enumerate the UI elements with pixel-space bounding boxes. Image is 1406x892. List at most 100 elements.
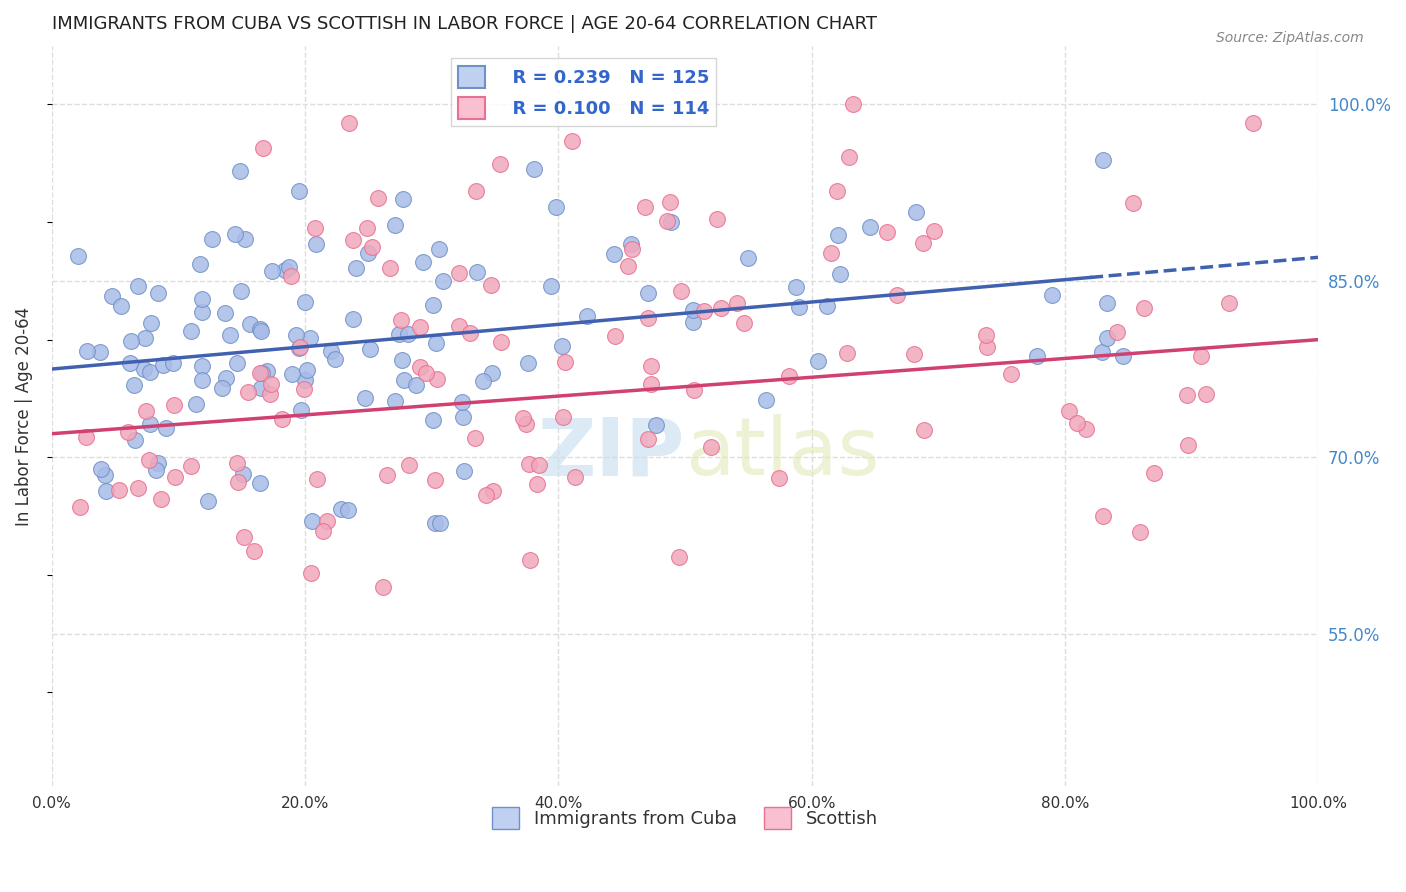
Point xyxy=(290,403,312,417)
Point xyxy=(1091,345,1114,359)
Point xyxy=(1194,387,1216,401)
Point xyxy=(214,306,236,320)
Point xyxy=(384,218,406,232)
Point xyxy=(640,376,662,391)
Point xyxy=(551,409,574,424)
Point xyxy=(94,484,117,499)
Point xyxy=(354,391,377,405)
Point xyxy=(304,236,326,251)
Point xyxy=(163,398,186,412)
Point xyxy=(450,395,472,409)
Point xyxy=(1074,422,1097,436)
Point xyxy=(659,215,682,229)
Point xyxy=(191,359,214,373)
Point xyxy=(755,392,778,407)
Point xyxy=(371,580,394,594)
Point xyxy=(259,386,281,401)
Point xyxy=(190,292,212,306)
Point xyxy=(1143,466,1166,480)
Point xyxy=(191,373,214,387)
Point xyxy=(118,356,141,370)
Point xyxy=(67,249,90,263)
Point xyxy=(425,335,447,350)
Point xyxy=(146,456,169,470)
Point xyxy=(323,351,346,366)
Point xyxy=(141,316,163,330)
Point xyxy=(540,278,562,293)
Point xyxy=(467,264,489,278)
Point xyxy=(75,430,97,444)
Point xyxy=(620,236,643,251)
Point xyxy=(1059,403,1081,417)
Point xyxy=(239,317,262,331)
Point xyxy=(201,232,224,246)
Point xyxy=(398,458,420,472)
Point xyxy=(640,359,662,374)
Point xyxy=(250,366,273,380)
Point xyxy=(233,531,256,545)
Point xyxy=(260,264,283,278)
Y-axis label: In Labor Force | Age 20-64: In Labor Force | Age 20-64 xyxy=(15,307,32,525)
Point xyxy=(396,327,419,342)
Point xyxy=(706,211,728,226)
Point xyxy=(427,242,450,256)
Point xyxy=(827,227,849,242)
Point xyxy=(288,341,311,355)
Point xyxy=(224,227,246,242)
Point xyxy=(134,331,156,345)
Point xyxy=(479,278,502,293)
Point xyxy=(922,224,945,238)
Point xyxy=(252,141,274,155)
Point xyxy=(655,214,678,228)
Point xyxy=(603,329,626,343)
Point xyxy=(827,184,849,198)
Point xyxy=(89,344,111,359)
Point xyxy=(551,338,574,352)
Point xyxy=(682,303,704,318)
Point xyxy=(1177,438,1199,452)
Point xyxy=(361,240,384,254)
Point xyxy=(529,458,551,472)
Point xyxy=(710,301,733,315)
Point xyxy=(394,373,416,387)
Point xyxy=(94,468,117,483)
Point xyxy=(426,372,449,386)
Point xyxy=(312,524,335,538)
Text: Source: ZipAtlas.com: Source: ZipAtlas.com xyxy=(1216,31,1364,45)
Point xyxy=(127,279,149,293)
Point xyxy=(292,382,315,396)
Point xyxy=(700,440,723,454)
Point xyxy=(260,376,283,391)
Point xyxy=(526,476,548,491)
Point xyxy=(1000,367,1022,381)
Point xyxy=(378,261,401,276)
Point xyxy=(108,483,131,498)
Point xyxy=(516,356,538,370)
Point xyxy=(305,472,328,486)
Point xyxy=(180,324,202,338)
Point xyxy=(127,481,149,495)
Point xyxy=(357,246,380,260)
Point xyxy=(284,327,307,342)
Point xyxy=(422,297,444,311)
Point xyxy=(828,267,851,281)
Point xyxy=(342,312,364,326)
Point xyxy=(576,309,599,323)
Point xyxy=(249,366,271,380)
Point xyxy=(236,384,259,399)
Point xyxy=(329,502,352,516)
Point xyxy=(359,343,381,357)
Point xyxy=(491,335,513,350)
Point xyxy=(1107,325,1129,339)
Point xyxy=(110,299,132,313)
Point xyxy=(669,284,692,298)
Point xyxy=(682,315,704,329)
Point xyxy=(488,157,510,171)
Point xyxy=(633,200,655,214)
Point xyxy=(277,260,299,274)
Point xyxy=(299,566,322,580)
Point xyxy=(145,463,167,477)
Point xyxy=(451,409,474,424)
Point xyxy=(449,266,471,280)
Point xyxy=(517,457,540,471)
